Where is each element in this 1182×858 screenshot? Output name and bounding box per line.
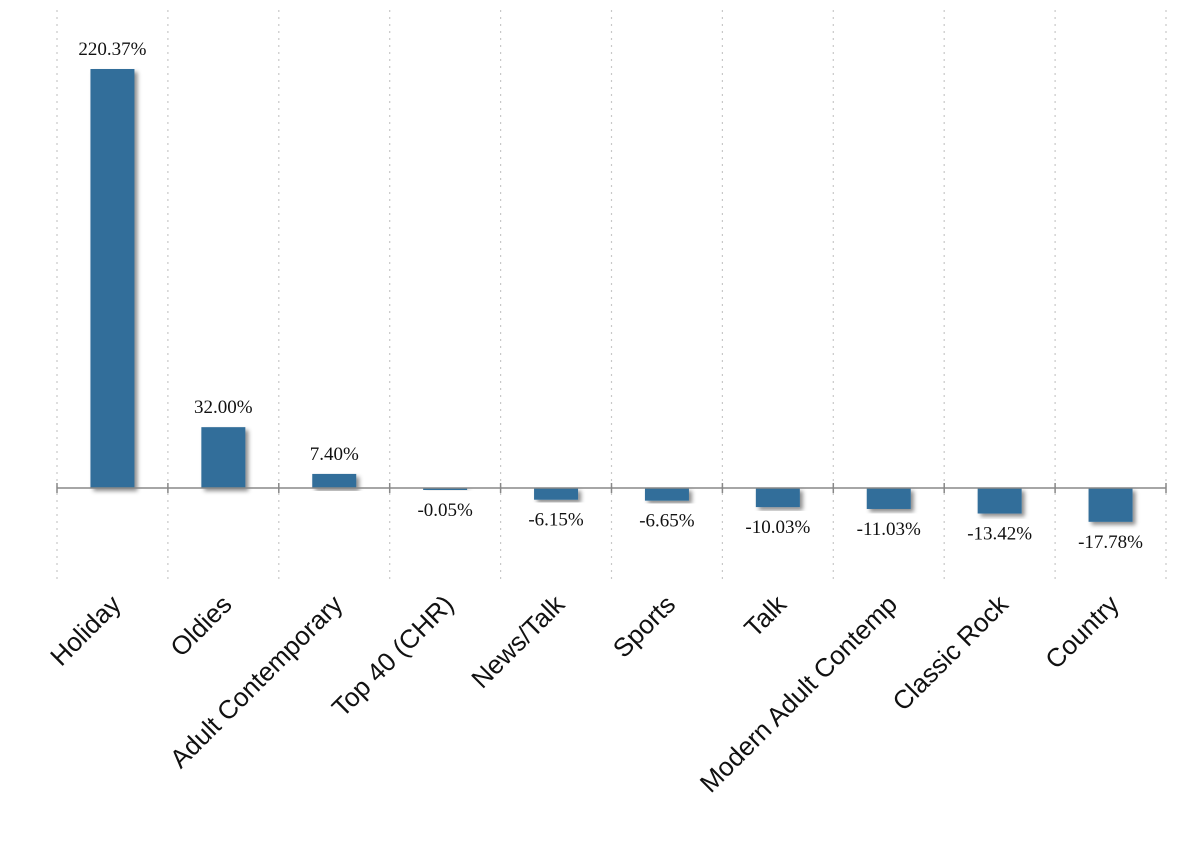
bar — [423, 488, 468, 490]
bar — [755, 488, 800, 508]
bar — [201, 427, 246, 488]
category-tick-label: Classic Rock — [886, 588, 1014, 716]
data-label: -11.03% — [857, 519, 921, 540]
data-label: 220.37% — [78, 39, 146, 60]
category-tick-label: Country — [1039, 589, 1125, 675]
bars — [90, 69, 1133, 522]
category-tick-label: Holiday — [44, 589, 127, 672]
data-label: -6.65% — [639, 511, 695, 532]
bar — [644, 488, 689, 501]
bar — [1088, 488, 1133, 522]
data-label: -13.42% — [967, 524, 1032, 545]
x-axis — [56, 483, 1167, 493]
category-tick-label: News/Talk — [465, 588, 571, 694]
bar — [866, 488, 911, 509]
category-tick-label: Modern Adult Contemp — [694, 589, 903, 798]
data-label: 7.40% — [310, 444, 359, 465]
bar — [312, 473, 357, 488]
data-label: 32.00% — [194, 397, 253, 418]
data-label: -0.05% — [417, 500, 473, 521]
data-label: -6.15% — [528, 510, 584, 531]
data-label: -10.03% — [745, 517, 810, 538]
bar — [977, 488, 1022, 514]
bar — [534, 488, 579, 500]
bar — [90, 69, 135, 488]
data-labels: 220.37% 32.00% 7.40% -0.05% -6.15% -6.65% -10.… — [78, 39, 1143, 553]
category-tick-label: Oldies — [164, 589, 237, 662]
category-tick-label: Talk — [738, 588, 793, 643]
data-label: -17.78% — [1078, 532, 1143, 553]
category-tick-label: Sports — [607, 589, 681, 663]
